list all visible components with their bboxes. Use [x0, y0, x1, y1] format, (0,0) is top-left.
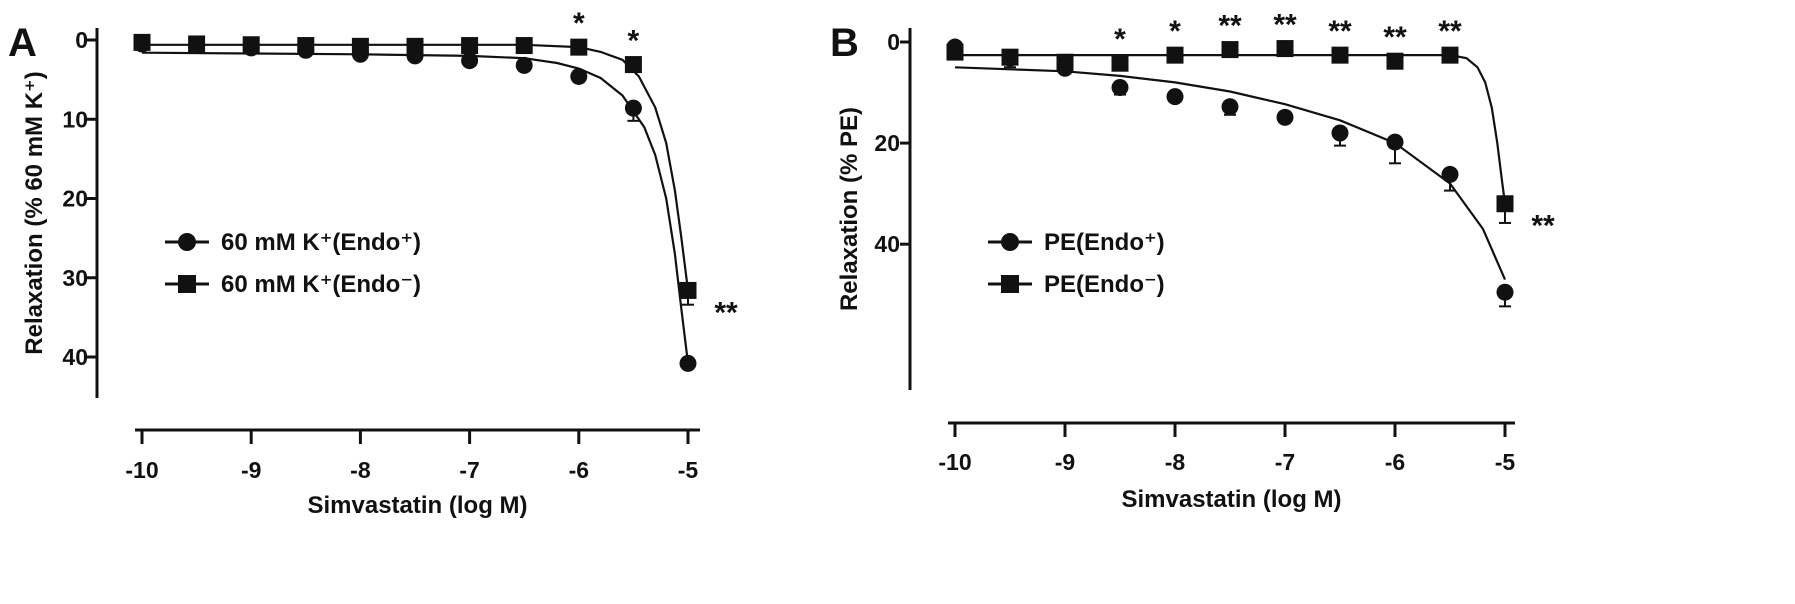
data-point-endo-minus [1166, 46, 1184, 64]
significance-marker: * [1114, 23, 1126, 56]
x-tick-label: -6 [569, 457, 589, 483]
data-point-endo-plus [461, 52, 479, 70]
x-tick-label: -9 [241, 457, 261, 483]
legend-label-endo-plus: PE(Endo⁺) [1044, 229, 1165, 256]
data-point-endo-minus [1441, 46, 1459, 64]
x-tick-label: -8 [350, 457, 371, 483]
y-axis-label: Relaxation (% PE) [836, 107, 863, 311]
y-tick-label: 20 [874, 130, 900, 156]
x-tick-label: -5 [678, 457, 699, 483]
data-point-endo-minus [515, 37, 533, 55]
y-tick-label: 20 [62, 186, 88, 212]
x-tick-label: -9 [1055, 449, 1075, 475]
x-tick-label: -10 [938, 449, 971, 475]
fit-curve-endo-minus [955, 54, 1507, 204]
y-axis-label: Relaxation (% 60 mM K⁺) [21, 71, 48, 354]
data-point-endo-plus [624, 99, 642, 117]
data-point-endo-minus [1056, 53, 1074, 71]
significance-marker: ** [1328, 15, 1352, 48]
panel-a: A 0 10 20 30 40 Relaxation (% 60 mM K⁺) -10 -9 -8… [8, 7, 738, 519]
fit-curve-endo-plus [141, 51, 690, 364]
y-tick-label: 0 [887, 29, 900, 55]
legend-label-endo-plus: 60 mM K⁺(Endo⁺) [221, 229, 421, 256]
legend-marker-endo-plus [178, 233, 196, 251]
significance-marker: * [573, 7, 585, 40]
data-point-endo-plus [1166, 88, 1184, 106]
y-tick-label: 40 [62, 344, 88, 370]
x-axis-label: Simvastatin (log M) [307, 492, 527, 519]
legend-marker-endo-minus [1001, 275, 1019, 293]
panel-letter: A [8, 21, 37, 65]
data-point-endo-minus [570, 38, 588, 56]
data-point-endo-minus [351, 37, 369, 55]
data-point-endo-minus [1001, 48, 1019, 66]
significance-marker: ** [1531, 210, 1555, 243]
legend-marker-endo-minus [178, 275, 196, 293]
legend-marker-endo-plus [1001, 233, 1019, 251]
data-point-endo-minus [1111, 54, 1129, 72]
panel-letter: B [830, 21, 859, 65]
data-point-endo-minus [188, 35, 206, 53]
data-point-endo-minus [624, 56, 642, 74]
data-point-endo-plus [570, 67, 588, 85]
data-point-endo-minus [679, 281, 697, 299]
data-point-endo-minus [297, 37, 315, 55]
x-tick-label: -8 [1165, 449, 1186, 475]
significance-marker: ** [1383, 21, 1407, 54]
data-point-endo-minus [461, 37, 479, 55]
y-tick-label: 30 [62, 265, 88, 291]
data-point-endo-plus [1386, 133, 1404, 151]
y-tick-label: 10 [62, 106, 88, 132]
data-point-endo-minus [1331, 46, 1349, 64]
x-tick-label: -7 [1275, 449, 1295, 475]
data-point-endo-minus [133, 33, 151, 51]
significance-marker: * [628, 25, 640, 58]
x-tick-label: -6 [1385, 449, 1405, 475]
data-point-endo-plus [1111, 78, 1129, 96]
data-point-endo-minus [1276, 40, 1294, 58]
data-point-endo-plus [1496, 283, 1514, 301]
data-point-endo-minus [242, 36, 260, 54]
data-point-endo-minus [1221, 41, 1239, 59]
data-point-endo-minus [1496, 195, 1514, 213]
data-point-endo-minus [1386, 52, 1404, 70]
legend-label-endo-minus: 60 mM K⁺(Endo⁻) [221, 271, 421, 298]
data-point-endo-plus [1276, 108, 1294, 126]
data-point-endo-plus [1331, 124, 1349, 142]
data-point-endo-plus [1441, 165, 1459, 183]
significance-marker: * [1169, 15, 1181, 48]
significance-marker: ** [714, 296, 738, 329]
fit-curve-endo-plus [954, 66, 1507, 281]
data-point-endo-minus [406, 37, 424, 55]
y-tick-label: 40 [874, 231, 900, 257]
panel-b: B 0 20 40 Relaxation (% PE) -10 -9 -8 -7 -6 -5 Simv… [830, 9, 1555, 513]
significance-marker: ** [1273, 9, 1297, 42]
data-point-endo-minus [946, 43, 964, 61]
significance-marker: ** [1438, 15, 1462, 48]
x-tick-label: -10 [125, 457, 158, 483]
x-axis-label: Simvastatin (log M) [1121, 486, 1341, 513]
y-tick-label: 0 [75, 27, 88, 53]
x-tick-label: -5 [1495, 449, 1516, 475]
significance-marker: ** [1218, 10, 1242, 43]
x-tick-label: -7 [459, 457, 479, 483]
data-point-endo-plus [679, 354, 697, 372]
data-point-endo-plus [1221, 98, 1239, 116]
data-point-endo-plus [515, 56, 533, 74]
legend-label-endo-minus: PE(Endo⁻) [1044, 271, 1165, 298]
